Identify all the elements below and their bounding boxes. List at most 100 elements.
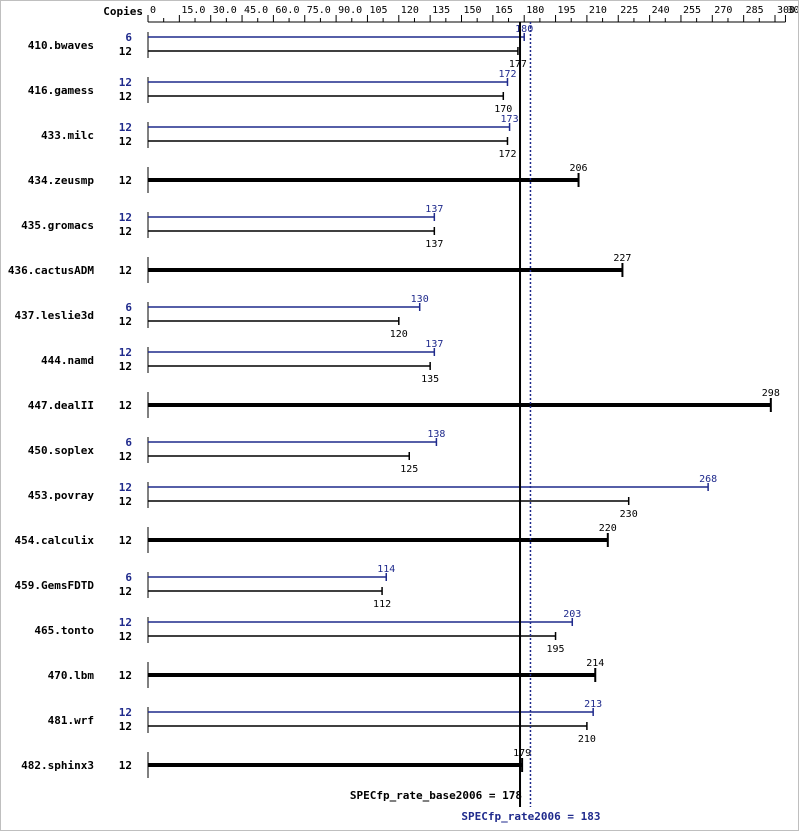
peak-value-label: 268 [699,474,717,485]
peak-copies-label: 12 [119,76,132,89]
tick-label: 30.0 [213,5,237,16]
axis-title: Copies [103,5,143,18]
benchmark-label: 437.leslie3d [15,309,94,322]
base-value-label: 210 [578,734,596,745]
benchmark-label: 444.namd [41,354,94,367]
peak-summary-label: SPECfp_rate2006 = 183 [461,810,600,823]
base-copies-label: 12 [119,135,132,148]
tick-label: 135 [432,5,450,16]
tick-label: 90.0 [338,5,362,16]
base-value-label: 220 [599,523,617,534]
benchmark-label: 481.wrf [48,714,94,727]
base-value-label: 206 [570,163,588,174]
tick-label: 255 [683,5,701,16]
base-copies-label: 12 [119,45,132,58]
tick-label: 0 [150,5,156,16]
base-value-label: 227 [613,253,631,264]
tick-label: 75.0 [307,5,331,16]
base-value-label: 179 [513,748,531,759]
base-copies-label: 12 [119,534,132,547]
base-value-label: 125 [400,464,418,475]
base-summary-label: SPECfp_rate_base2006 = 178 [350,789,522,802]
benchmark-label: 459.GemsFDTD [15,579,95,592]
benchmark-label: 416.gamess [28,84,94,97]
base-copies-label: 12 [119,315,132,328]
tick-label: 105 [369,5,387,16]
peak-copies-label: 6 [125,571,132,584]
tick-label: 270 [714,5,732,16]
tick-label: 300 [777,5,795,16]
peak-value-label: 172 [498,69,516,80]
base-copies-label: 12 [119,669,132,682]
base-copies-label: 12 [119,759,132,772]
benchmark-label: 435.gromacs [21,219,94,232]
tick-label: 210 [589,5,607,16]
benchmark-label: 482.sphinx3 [21,759,94,772]
peak-value-label: 130 [411,294,429,305]
base-copies-label: 12 [119,90,132,103]
peak-copies-label: 12 [119,346,132,359]
base-copies-label: 12 [119,495,132,508]
peak-value-label: 173 [501,114,519,125]
peak-copies-label: 12 [119,616,132,629]
tick-label: 180 [526,5,544,16]
peak-value-label: 213 [584,699,602,710]
base-copies-label: 12 [119,399,132,412]
tick-label: 285 [746,5,764,16]
peak-value-label: 137 [425,339,443,350]
peak-value-label: 138 [427,429,445,440]
benchmark-label: 453.povray [28,489,95,502]
base-value-label: 135 [421,374,439,385]
tick-label: 15.0 [181,5,205,16]
peak-value-label: 114 [377,564,395,575]
benchmark-label: 470.lbm [48,669,95,682]
base-value-label: 170 [494,104,512,115]
peak-copies-label: 12 [119,121,132,134]
base-copies-label: 12 [119,225,132,238]
tick-label: 120 [401,5,419,16]
base-value-label: 137 [425,239,443,250]
benchmark-label: 433.milc [41,129,94,142]
base-copies-label: 12 [119,720,132,733]
benchmark-label: 436.cactusADM [8,264,94,277]
base-copies-label: 12 [119,450,132,463]
peak-copies-label: 6 [125,436,132,449]
peak-value-label: 180 [515,24,533,35]
base-value-label: 172 [498,149,516,160]
peak-copies-label: 6 [125,31,132,44]
base-value-label: 177 [509,59,527,70]
peak-copies-label: 12 [119,211,132,224]
tick-label: 305 [787,5,798,16]
benchmark-label: 434.zeusmp [28,174,95,187]
tick-label: 45.0 [244,5,268,16]
tick-label: 60.0 [275,5,299,16]
peak-value-label: 203 [563,609,581,620]
benchmark-label: 454.calculix [15,534,95,547]
tick-label: 195 [558,5,576,16]
benchmark-label: 465.tonto [34,624,94,637]
base-value-label: 195 [547,644,565,655]
tick-label: 240 [652,5,670,16]
benchmark-label: 450.soplex [28,444,95,457]
peak-copies-label: 12 [119,706,132,719]
benchmark-label: 447.dealII [28,399,94,412]
base-value-label: 230 [620,509,638,520]
base-copies-label: 12 [119,174,132,187]
base-value-label: 298 [762,388,780,399]
base-copies-label: 12 [119,360,132,373]
peak-copies-label: 6 [125,301,132,314]
tick-label: 165 [495,5,513,16]
peak-copies-label: 12 [119,481,132,494]
tick-label: 225 [620,5,638,16]
base-copies-label: 12 [119,264,132,277]
base-copies-label: 12 [119,585,132,598]
base-copies-label: 12 [119,630,132,643]
benchmark-label: 410.bwaves [28,39,94,52]
base-value-label: 112 [373,599,391,610]
base-value-label: 120 [390,329,408,340]
tick-label: 150 [464,5,482,16]
peak-value-label: 137 [425,204,443,215]
base-value-label: 214 [586,658,604,669]
